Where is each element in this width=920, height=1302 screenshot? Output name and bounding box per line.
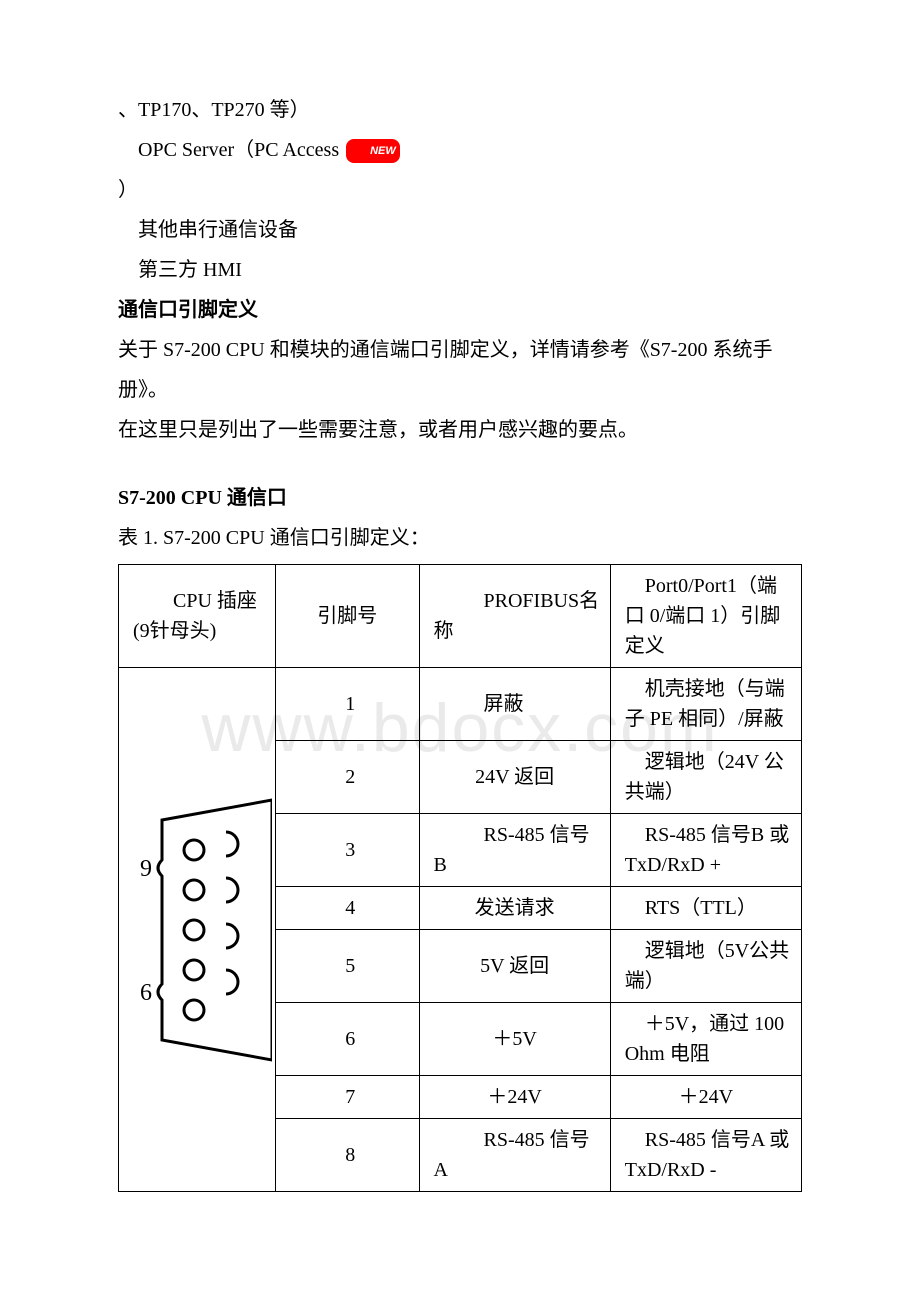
- profibus-cell: 发送请求: [419, 887, 610, 930]
- def-cell: ＋24V: [610, 1076, 801, 1119]
- db9-connector-icon: 9 6: [122, 780, 272, 1080]
- pin-cell: 3: [276, 814, 419, 887]
- pin-cell: 7: [276, 1076, 419, 1119]
- pin-cell: 5: [276, 930, 419, 1003]
- profibus-cell: 5V 返回: [419, 930, 610, 1003]
- profibus-cell: ＋5V: [419, 1003, 610, 1076]
- connector-diagram-cell: 9 6: [119, 668, 276, 1192]
- header-col1: CPU 插座(9针母头): [119, 565, 276, 668]
- connector-label-6: 6: [140, 980, 152, 1006]
- def-cell: ＋5V，通过 100 Ohm 电阻: [610, 1003, 801, 1076]
- intro-line-1: 、TP170、TP270 等）: [118, 90, 802, 130]
- profibus-cell: RS-485 信号A: [419, 1119, 610, 1192]
- opc-line: OPC Server（PC Access NEW: [118, 130, 802, 170]
- new-icon: NEW: [346, 139, 400, 163]
- pin-cell: 6: [276, 1003, 419, 1076]
- opc-suffix-line: ）: [118, 170, 802, 210]
- third-party-line: 第三方 HMI: [118, 250, 802, 290]
- header-col3: PROFIBUS名称: [419, 565, 610, 668]
- other-serial-line: 其他串行通信设备: [118, 210, 802, 250]
- header-col2: 引脚号: [276, 565, 419, 668]
- def-cell: 逻辑地（24V 公共端）: [610, 741, 801, 814]
- table-caption: 表 1. S7-200 CPU 通信口引脚定义：: [118, 518, 802, 558]
- table-row: 9 6 1 屏蔽 机壳接地（与端子 PE 相同）/屏蔽: [119, 668, 802, 741]
- pin-cell: 4: [276, 887, 419, 930]
- header-col4: Port0/Port1（端口 0/端口 1）引脚定义: [610, 565, 801, 668]
- pin-cell: 8: [276, 1119, 419, 1192]
- opc-prefix: OPC Server（PC Access: [138, 139, 339, 161]
- pin-def-p2: 在这里只是列出了一些需要注意，或者用户感兴趣的要点。: [118, 410, 802, 450]
- pin-cell: 2: [276, 741, 419, 814]
- profibus-cell: RS-485 信号B: [419, 814, 610, 887]
- cpu-port-heading: S7-200 CPU 通信口: [118, 478, 802, 518]
- page-content: 、TP170、TP270 等） OPC Server（PC Access NEW…: [118, 90, 802, 1192]
- pin-cell: 1: [276, 668, 419, 741]
- def-cell: 机壳接地（与端子 PE 相同）/屏蔽: [610, 668, 801, 741]
- def-cell: 逻辑地（5V公共端）: [610, 930, 801, 1003]
- pin-def-p1: 关于 S7-200 CPU 和模块的通信端口引脚定义，详情请参考《S7-200 …: [118, 330, 802, 410]
- profibus-cell: 24V 返回: [419, 741, 610, 814]
- pin-table: CPU 插座(9针母头) 引脚号 PROFIBUS名称 Port0/Port1（…: [118, 564, 802, 1192]
- pin-def-heading: 通信口引脚定义: [118, 290, 802, 330]
- table-header-row: CPU 插座(9针母头) 引脚号 PROFIBUS名称 Port0/Port1（…: [119, 565, 802, 668]
- def-cell: RS-485 信号B 或 TxD/RxD +: [610, 814, 801, 887]
- profibus-cell: ＋24V: [419, 1076, 610, 1119]
- def-cell: RTS（TTL）: [610, 887, 801, 930]
- def-cell: RS-485 信号A 或 TxD/RxD -: [610, 1119, 801, 1192]
- profibus-cell: 屏蔽: [419, 668, 610, 741]
- connector-label-9: 9: [140, 856, 152, 882]
